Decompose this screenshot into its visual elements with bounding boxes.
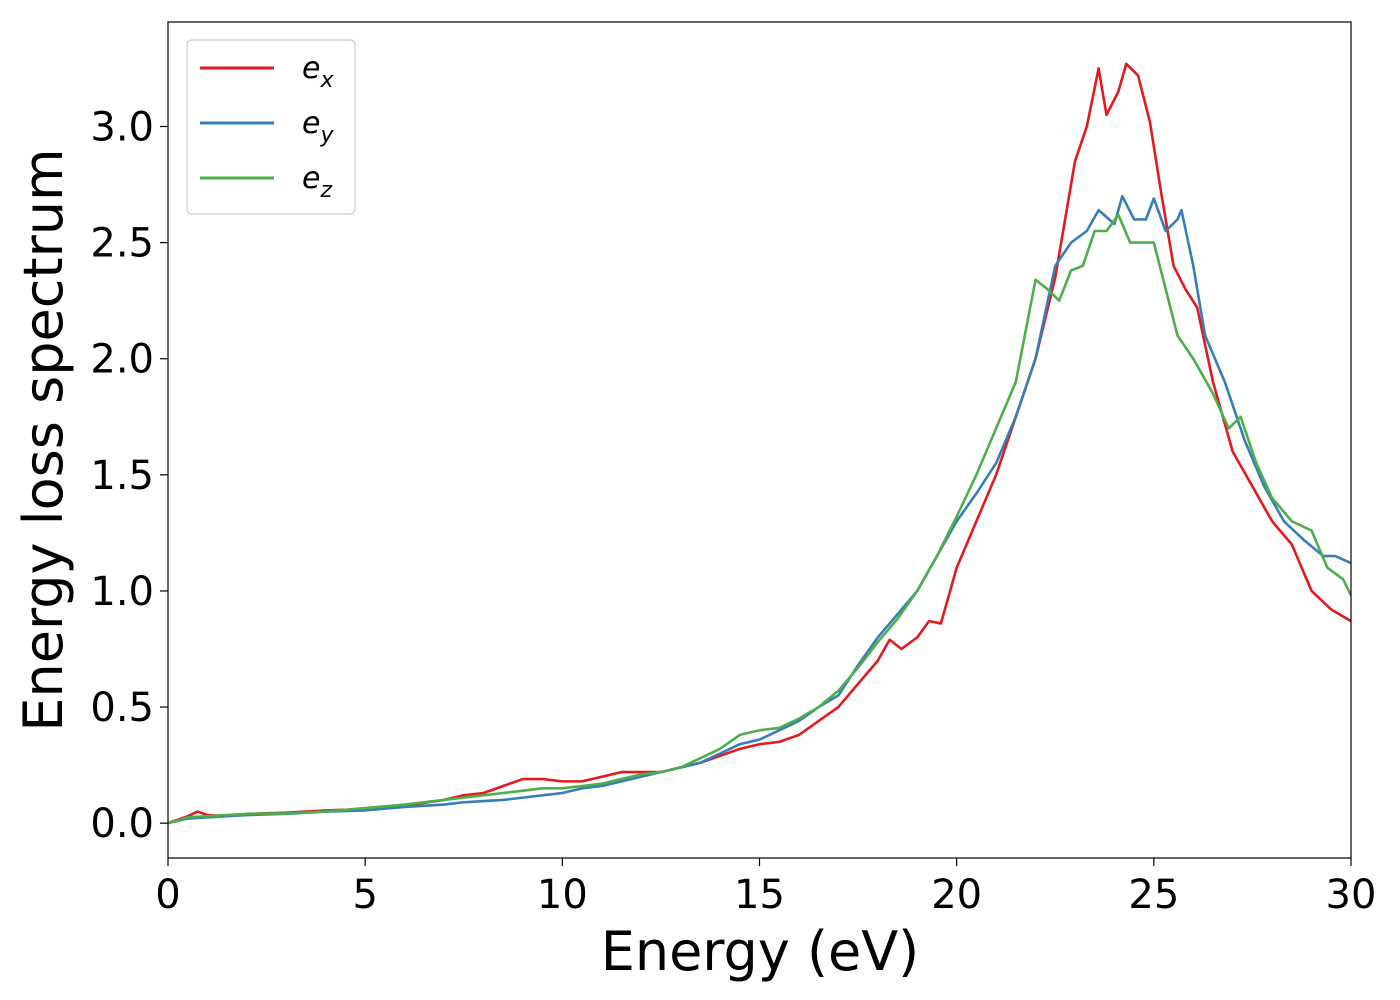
x-tick-label: 25 [1128, 872, 1179, 918]
legend-label-z: ez [302, 161, 332, 203]
y-axis: 0.0 0.5 1.0 1.5 2.0 2.5 3.0 [90, 105, 168, 847]
y-tick-label: 1.0 [90, 569, 154, 615]
x-axis: 0 5 10 15 20 25 30 [155, 858, 1376, 918]
x-tick-label: 20 [931, 872, 982, 918]
x-axis-label: Energy (eV) [601, 920, 920, 983]
y-tick-label: 2.0 [90, 337, 154, 383]
legend: ex ey ez [186, 39, 356, 215]
series-line-y [168, 194, 1351, 825]
series-layer [168, 62, 1351, 825]
series-line-x [168, 62, 1351, 825]
y-axis-label: Energy loss spectrum [12, 148, 75, 731]
legend-label-y: ey [302, 106, 334, 148]
y-tick-label: 1.5 [90, 453, 154, 499]
x-tick-label: 30 [1326, 872, 1377, 918]
x-tick-label: 10 [537, 872, 588, 918]
series-line-z [168, 213, 1351, 825]
y-tick-label: 3.0 [90, 105, 154, 151]
x-tick-label: 0 [155, 872, 180, 918]
x-tick-label: 15 [734, 872, 785, 918]
y-tick-label: 0.0 [90, 801, 154, 847]
x-tick-label: 5 [352, 872, 377, 918]
y-tick-label: 2.5 [90, 221, 154, 267]
legend-label-x: ex [302, 51, 334, 93]
legend-box [186, 39, 356, 215]
y-tick-label: 0.5 [90, 685, 154, 731]
